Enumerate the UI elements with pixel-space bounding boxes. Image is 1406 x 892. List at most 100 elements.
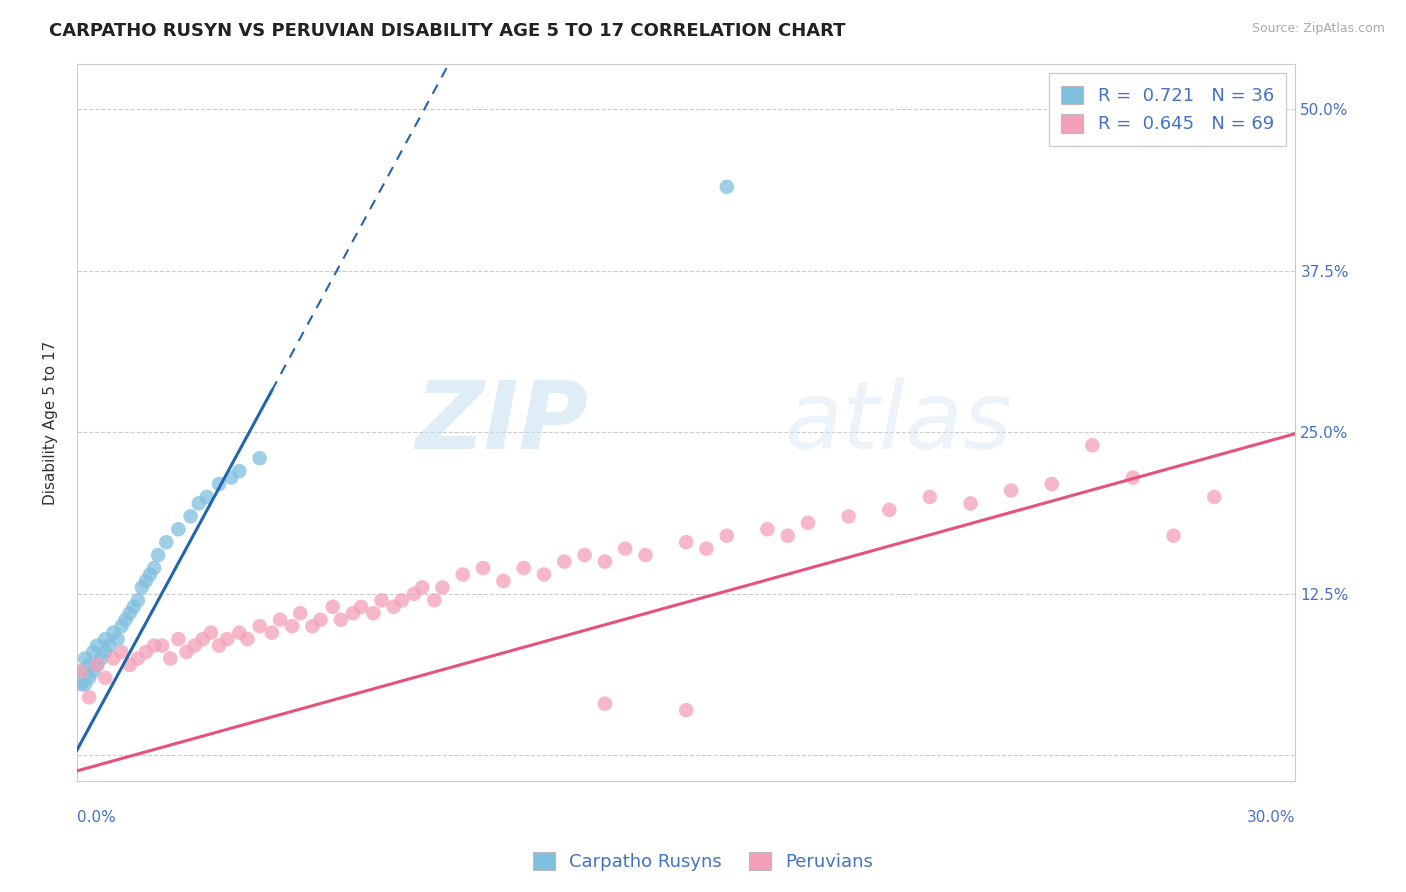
Point [329,613,352,627]
Point [77,657,100,672]
Point [208,639,231,653]
Point [1163,529,1185,543]
Point [127,651,149,665]
Point [1081,438,1104,452]
Text: CARPATHO RUSYN VS PERUVIAN DISABILITY AGE 5 TO 17 CORRELATION CHART: CARPATHO RUSYN VS PERUVIAN DISABILITY AG… [49,22,846,40]
Text: Source: ZipAtlas.com: Source: ZipAtlas.com [1251,22,1385,36]
Point [236,632,259,646]
Point [492,574,515,588]
Point [70,677,93,691]
Point [187,496,209,510]
Point [797,516,820,530]
Legend: Carpatho Rusyns, Peruvians: Carpatho Rusyns, Peruvians [526,845,880,879]
Point [574,548,596,562]
Point [350,599,373,614]
Point [139,567,162,582]
Point [1204,490,1226,504]
Point [195,490,218,504]
Point [82,645,104,659]
Point [1040,477,1063,491]
Point [86,657,108,672]
Point [1122,470,1144,484]
Point [776,529,799,543]
Point [73,677,96,691]
Point [86,657,108,672]
Point [146,548,169,562]
Point [183,639,205,653]
Point [98,639,121,653]
Point [131,581,153,595]
Point [281,619,304,633]
Point [191,632,214,646]
Point [114,613,136,627]
Point [959,496,981,510]
Point [94,645,117,659]
Point [110,619,132,633]
Point [200,625,222,640]
Point [103,625,125,640]
Point [675,535,697,549]
Point [82,665,104,679]
Point [877,503,900,517]
Point [342,607,364,621]
Point [432,581,454,595]
Point [391,593,413,607]
Point [180,509,202,524]
Text: atlas: atlas [783,377,1012,468]
Point [73,651,96,665]
Point [716,529,738,543]
Text: ZIP: ZIP [416,376,589,468]
Legend: R =  0.721   N = 36, R =  0.645   N = 69: R = 0.721 N = 36, R = 0.645 N = 69 [1049,73,1286,146]
Point [122,599,145,614]
Point [94,632,117,646]
Point [695,541,717,556]
Text: 30.0%: 30.0% [1247,810,1295,825]
Point [143,561,166,575]
Point [370,593,392,607]
Point [103,651,125,665]
Point [918,490,941,504]
Point [290,607,312,621]
Point [167,522,190,536]
Point [402,587,425,601]
Point [118,607,141,621]
Point [110,645,132,659]
Point [176,645,198,659]
Point [363,607,385,621]
Point [217,632,239,646]
Point [553,555,575,569]
Point [411,581,433,595]
Y-axis label: Disability Age 5 to 17: Disability Age 5 to 17 [44,341,58,505]
Point [451,567,474,582]
Point [260,625,283,640]
Point [150,639,173,653]
Point [94,671,117,685]
Point [107,632,129,646]
Point [70,665,93,679]
Point [716,179,738,194]
Point [512,561,534,575]
Point [143,639,166,653]
Point [614,541,637,556]
Point [208,477,231,491]
Point [838,509,860,524]
Point [159,651,181,665]
Text: 0.0%: 0.0% [77,810,115,825]
Point [423,593,446,607]
Point [135,574,157,588]
Point [90,651,112,665]
Point [118,657,141,672]
Point [309,613,332,627]
Point [167,632,190,646]
Point [756,522,779,536]
Point [382,599,405,614]
Point [593,697,616,711]
Point [249,451,271,466]
Point [70,665,93,679]
Point [219,470,242,484]
Point [228,464,250,478]
Point [77,690,100,705]
Point [135,645,157,659]
Point [86,639,108,653]
Point [1000,483,1022,498]
